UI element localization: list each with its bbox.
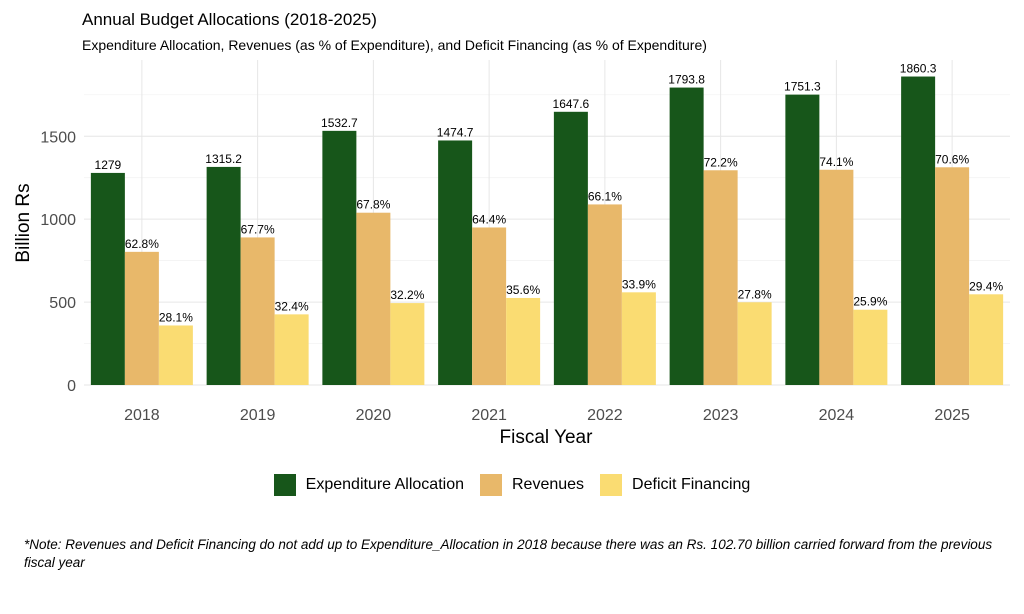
bar-expenditure-allocation [438, 140, 473, 385]
bar-expenditure-allocation [206, 166, 241, 385]
data-label: 32.4% [275, 299, 309, 313]
data-label: 1532.7 [321, 116, 358, 130]
bar-revenues [587, 204, 622, 385]
x-tick-label: 2020 [356, 407, 392, 424]
data-label: 1793.8 [668, 73, 705, 87]
x-axis-title: Fiscal Year [500, 427, 594, 448]
legend: Expenditure Allocation Revenues Deficit … [0, 474, 1024, 496]
x-tick-label: 2025 [934, 407, 970, 424]
data-label: 1279 [95, 158, 122, 172]
x-tick-label: 2019 [240, 407, 276, 424]
bar-deficit-financing [621, 292, 656, 385]
data-label: 1647.6 [553, 97, 590, 111]
data-label: 1315.2 [205, 152, 242, 166]
y-tick-label: 1500 [40, 129, 76, 146]
data-label: 62.8% [125, 237, 159, 251]
bar-expenditure-allocation [785, 94, 820, 385]
data-labels: 1279 62.8% 28.1% 1315.2 67.7% 32.4% 1532.7 67.8… [95, 62, 1004, 325]
bar-deficit-financing [506, 297, 541, 385]
data-label: 74.1% [819, 155, 853, 169]
axis-ticks: 0 500 1000 1500 2018 2019 2020 2021 2022 2023 2024… [40, 129, 970, 424]
data-label: 35.6% [506, 283, 540, 297]
x-tick-label: 2022 [587, 407, 623, 424]
bar-revenues [935, 167, 970, 385]
y-tick-label: 500 [49, 295, 76, 312]
bar-revenues [703, 170, 738, 385]
data-label: 29.4% [969, 279, 1003, 293]
bar-deficit-financing [390, 303, 425, 385]
legend-label-revenues: Revenues [512, 476, 585, 493]
bars [90, 76, 1004, 386]
x-tick-label: 2021 [471, 407, 507, 424]
bar-revenues [356, 212, 391, 385]
bar-deficit-financing [158, 325, 193, 385]
legend-item-expenditure: Expenditure Allocation [273, 474, 464, 496]
legend-item-deficit: Deficit Financing [600, 474, 750, 496]
bar-revenues [819, 169, 854, 385]
data-label: 67.7% [241, 222, 275, 236]
legend-label-deficit: Deficit Financing [632, 476, 751, 493]
legend-label-expenditure: Expenditure Allocation [305, 476, 464, 493]
bar-revenues [472, 227, 507, 385]
data-label: 72.2% [704, 155, 738, 169]
legend-swatch-expenditure [273, 474, 296, 496]
chart-title: Annual Budget Allocations (2018-2025) [82, 10, 377, 29]
bar-deficit-financing [274, 314, 309, 385]
legend-swatch-deficit [600, 474, 623, 496]
data-label: 27.8% [738, 287, 772, 301]
bar-expenditure-allocation [322, 130, 357, 385]
bar-deficit-financing [737, 302, 772, 385]
bar-expenditure-allocation [90, 172, 125, 385]
data-label: 1474.7 [437, 125, 474, 139]
bar-deficit-financing [969, 294, 1004, 385]
data-label: 32.2% [390, 288, 424, 302]
data-label: 25.9% [853, 295, 887, 309]
bar-expenditure-allocation [901, 76, 936, 385]
x-tick-label: 2018 [124, 407, 160, 424]
x-tick-label: 2024 [819, 407, 855, 424]
bar-expenditure-allocation [669, 87, 704, 386]
bar-revenues [240, 237, 275, 385]
bar-chart: 1279 62.8% 28.1% 1315.2 67.7% 32.4% 1532.7 67.8… [13, 60, 1010, 448]
chart-subtitle: Expenditure Allocation, Revenues (as % o… [82, 37, 707, 53]
data-label: 70.6% [935, 152, 969, 166]
y-tick-label: 0 [67, 378, 76, 395]
data-label: 1751.3 [784, 80, 821, 94]
legend-item-revenues: Revenues [480, 474, 584, 496]
data-label: 66.1% [588, 189, 622, 203]
bar-revenues [124, 251, 159, 385]
data-label: 28.1% [159, 310, 193, 324]
y-tick-label: 1000 [40, 212, 76, 229]
data-label: 1860.3 [900, 62, 937, 76]
y-axis-title: Billion Rs [13, 183, 34, 262]
legend-swatch-revenues [480, 474, 502, 496]
x-tick-label: 2023 [703, 407, 739, 424]
chart-note: *Note: Revenues and Deficit Financing do… [24, 537, 993, 570]
bar-expenditure-allocation [553, 111, 588, 385]
data-label: 33.9% [622, 277, 656, 291]
data-label: 64.4% [472, 212, 506, 226]
data-label: 67.8% [356, 198, 390, 212]
bar-deficit-financing [853, 309, 888, 385]
